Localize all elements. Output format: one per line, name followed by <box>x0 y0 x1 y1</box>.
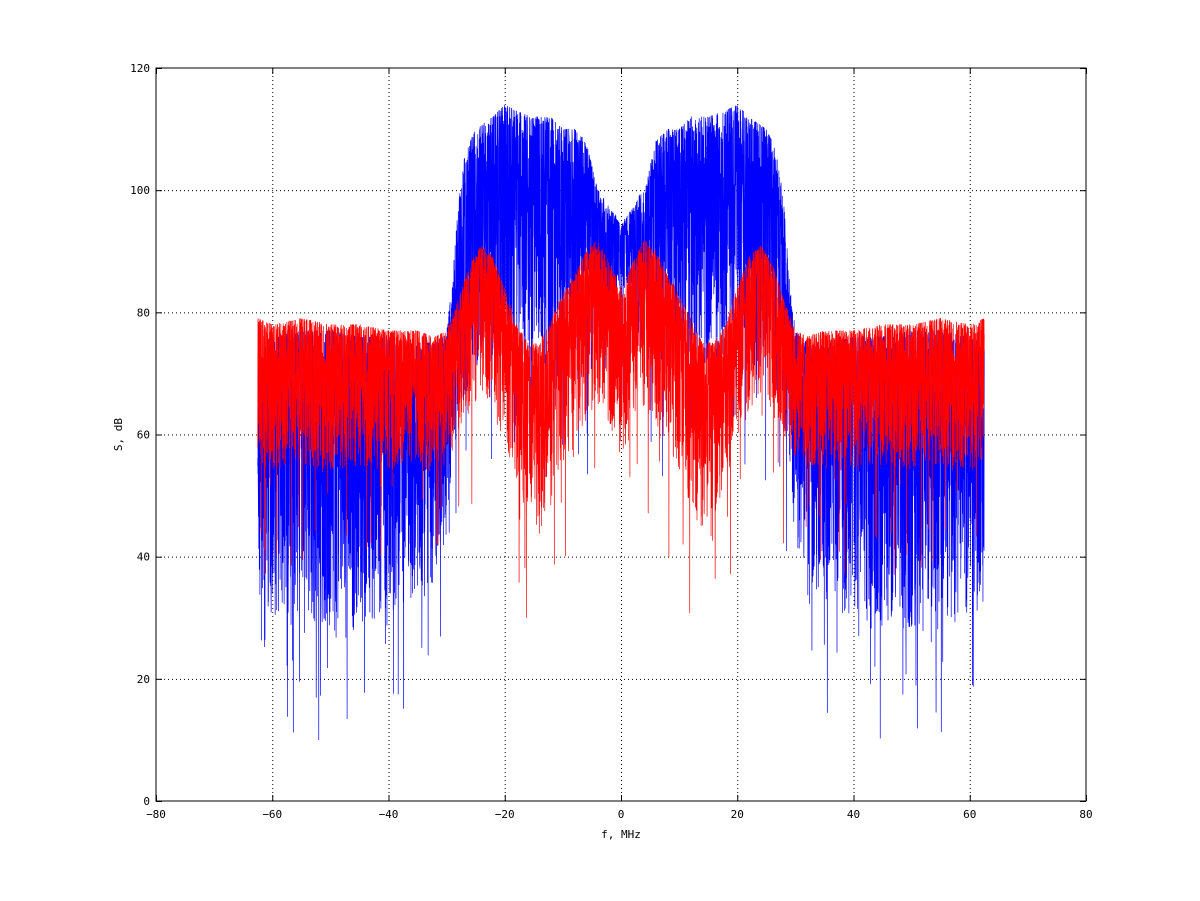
y-tick-label: 100 <box>130 184 150 197</box>
y-tick-label: 60 <box>137 429 150 442</box>
y-axis-label: S, dB <box>112 418 125 451</box>
series-2-line <box>257 240 985 618</box>
x-tick-labels: −80 −60 −40 −20 0 20 40 60 80 <box>146 808 1093 821</box>
x-tick-label: 0 <box>618 808 625 821</box>
y-tick-label: 20 <box>137 673 150 686</box>
x-tick-label: −20 <box>495 808 515 821</box>
x-tick-label: 20 <box>731 808 744 821</box>
x-tick-label: −60 <box>262 808 282 821</box>
x-tick-label: −40 <box>379 808 399 821</box>
y-tick-label: 0 <box>143 795 150 808</box>
y-tick-label: 120 <box>130 62 150 75</box>
tick-marks <box>156 68 1087 802</box>
y-tick-label: 40 <box>137 551 150 564</box>
x-tick-label: −80 <box>146 808 166 821</box>
plot-area <box>155 67 1087 802</box>
series-layer <box>257 105 985 741</box>
y-tick-labels: 0 20 40 60 80 100 120 <box>130 62 150 808</box>
x-tick-label: 60 <box>963 808 976 821</box>
x-tick-label: 80 <box>1079 808 1092 821</box>
y-tick-label: 80 <box>137 306 150 319</box>
x-axis-label: f, MHz <box>601 828 641 841</box>
x-tick-label: 40 <box>847 808 860 821</box>
